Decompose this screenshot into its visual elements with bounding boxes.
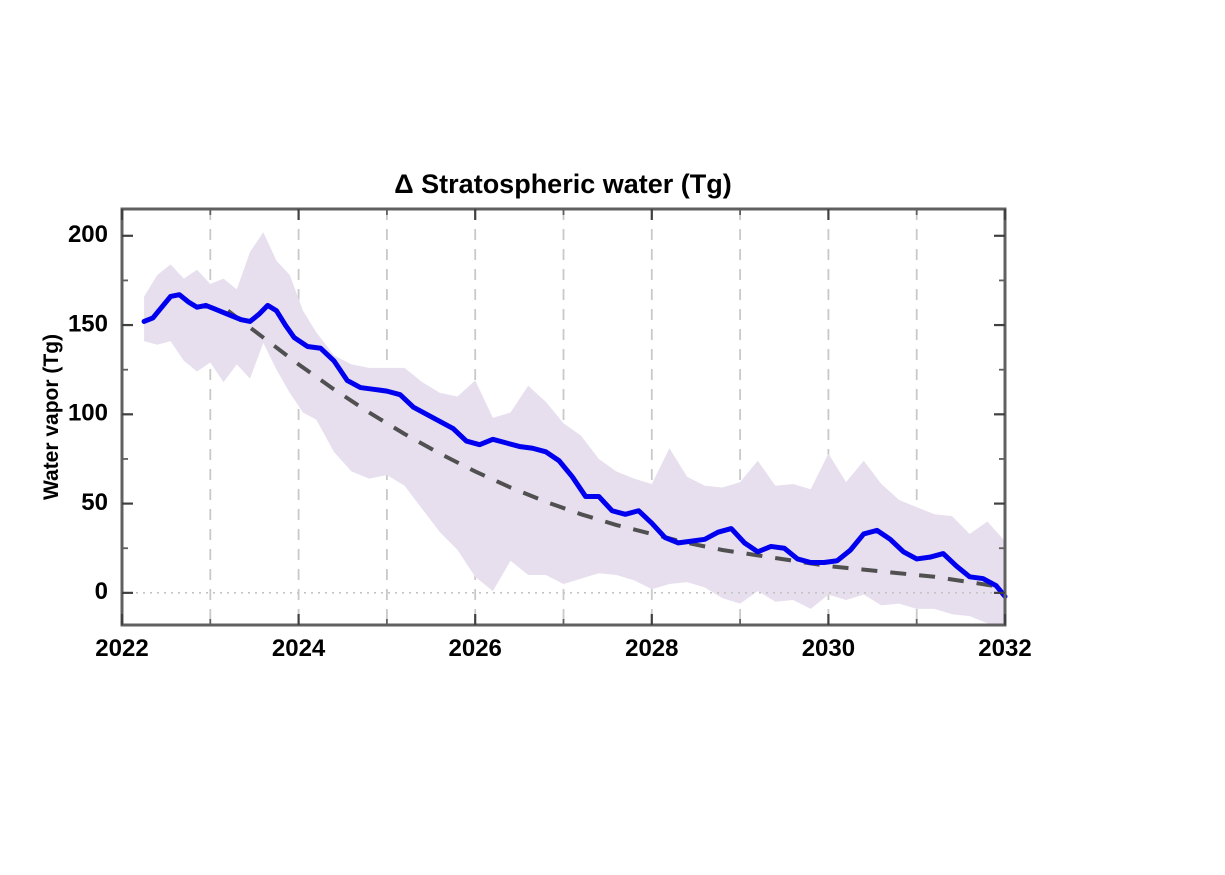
axis-ticks bbox=[120, 209, 1007, 625]
y-tick-label-50: 50 bbox=[81, 489, 108, 516]
y-tick-labels: 0 50 100 150 200 bbox=[68, 221, 108, 605]
x-tick-label-2032: 2032 bbox=[978, 635, 1031, 662]
water-vapor-series-line bbox=[141, 292, 1008, 599]
y-tick-label-150: 150 bbox=[68, 310, 108, 337]
trend-line bbox=[226, 309, 1006, 590]
x-tick-labels: 2022 2024 2026 2028 2030 2032 bbox=[95, 635, 1031, 662]
y-tick-label-100: 100 bbox=[68, 400, 108, 427]
x-tick-label-2026: 2026 bbox=[449, 635, 502, 662]
y-tick-label-0: 0 bbox=[95, 578, 108, 605]
x-tick-label-2028: 2028 bbox=[625, 635, 678, 662]
x-tick-label-2022: 2022 bbox=[95, 635, 148, 662]
y-axis-label: Water vapor (Tg) bbox=[40, 334, 63, 500]
x-tick-label-2030: 2030 bbox=[802, 635, 855, 662]
chart-title: Δ Stratospheric water (Tg) bbox=[394, 169, 731, 199]
x-tick-label-2024: 2024 bbox=[272, 635, 326, 662]
y-tick-label-200: 200 bbox=[68, 221, 108, 248]
uncertainty-band bbox=[144, 232, 1005, 625]
